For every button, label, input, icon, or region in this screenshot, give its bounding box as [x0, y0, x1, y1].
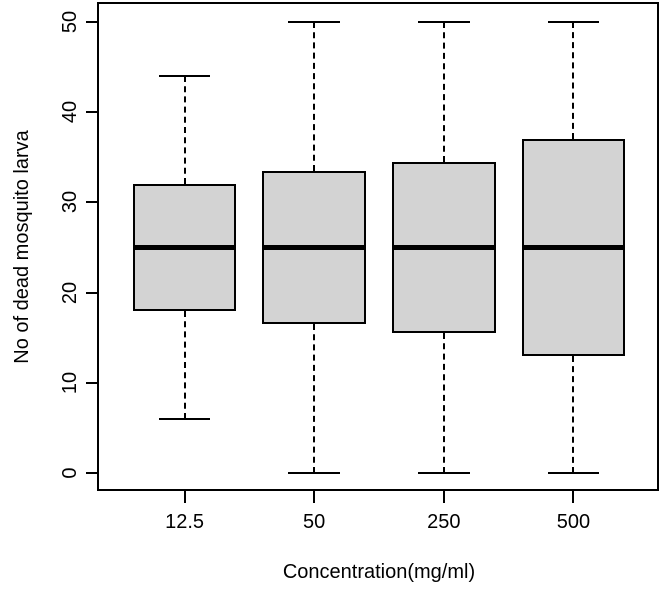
upper-whisker-cap: [547, 21, 600, 24]
upper-whisker: [313, 22, 316, 171]
lower-whisker: [572, 355, 575, 473]
lower-whisker: [313, 324, 316, 473]
plot-area: [97, 2, 659, 491]
x-tick-label: 50: [303, 511, 326, 533]
y-axis-tick: [86, 21, 98, 24]
x-tick-label: 250: [427, 511, 461, 533]
x-axis-tick: [313, 491, 316, 503]
lower-whisker-cap: [158, 417, 211, 420]
y-axis-tick: [86, 381, 98, 384]
median-line: [521, 245, 626, 250]
upper-whisker-cap: [417, 21, 470, 24]
lower-whisker: [183, 310, 186, 419]
y-axis-tick: [86, 471, 98, 474]
y-tick-label: 50: [59, 10, 81, 34]
x-axis-tick: [183, 491, 186, 503]
lower-whisker-cap: [547, 471, 600, 474]
lower-whisker: [442, 333, 445, 473]
lower-whisker-cap: [417, 471, 470, 474]
y-tick-label: 20: [59, 281, 81, 304]
y-axis-tick: [86, 111, 98, 114]
upper-whisker-cap: [288, 21, 341, 24]
upper-whisker: [183, 76, 186, 185]
upper-whisker: [572, 22, 575, 140]
lower-whisker-cap: [288, 471, 341, 474]
x-axis-title: Concentration(mg/ml): [282, 561, 476, 583]
median-line: [391, 245, 496, 250]
x-axis-tick: [572, 491, 575, 503]
x-tick-label: 12.5: [165, 511, 205, 533]
y-tick-label: 0: [59, 467, 81, 479]
median-line: [262, 245, 367, 250]
median-line: [132, 245, 237, 250]
y-axis-tick: [86, 201, 98, 204]
y-tick-label: 10: [59, 371, 81, 394]
upper-whisker-cap: [158, 75, 211, 78]
x-axis-tick: [442, 491, 445, 503]
y-tick-label: 40: [59, 101, 81, 124]
y-axis-tick: [86, 291, 98, 294]
y-tick-label: 30: [59, 191, 81, 214]
x-tick-label: 500: [556, 511, 591, 533]
upper-whisker: [442, 22, 445, 162]
y-axis-title: No of dead mosquito larva: [11, 130, 33, 364]
